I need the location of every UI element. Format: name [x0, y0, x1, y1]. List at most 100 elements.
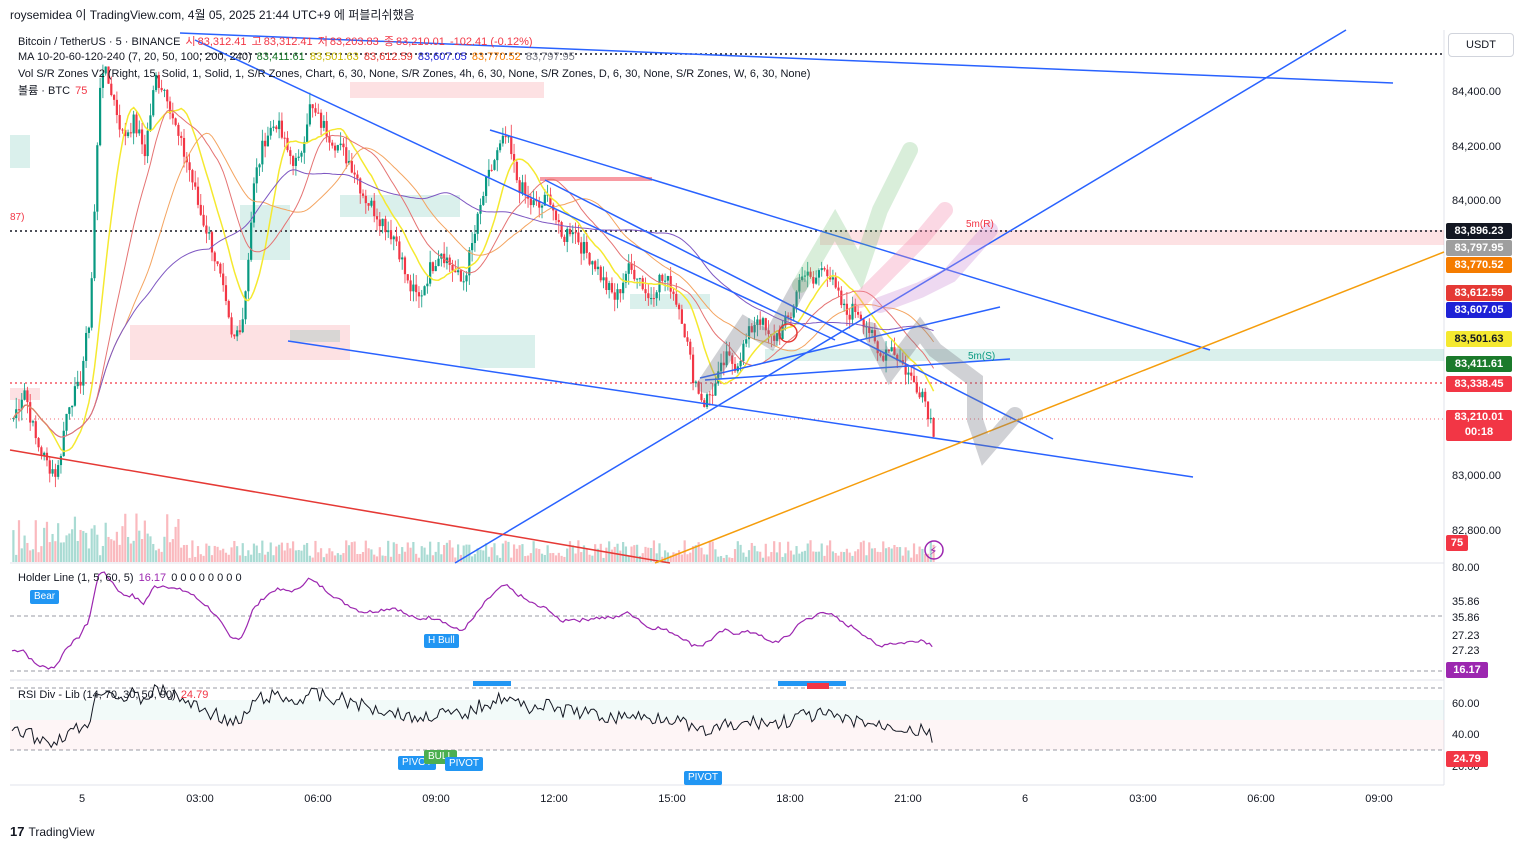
- price-tag-ma4: 83,607.05: [1446, 302, 1512, 318]
- candle: [331, 142, 334, 146]
- vol-sr-legend[interactable]: Vol S/R Zones V2 (Right, 15, Solid, 1, S…: [18, 68, 811, 80]
- lightning-icon[interactable]: [924, 540, 944, 560]
- time-tick[interactable]: 03:00: [186, 793, 214, 805]
- volume-bar: [784, 553, 787, 562]
- candle: [521, 182, 524, 193]
- symbol-legend[interactable]: Bitcoin / TetherUS · 5 · BINANCE 시 83,312…: [18, 35, 535, 49]
- volume-bar: [381, 555, 384, 562]
- candle: [255, 167, 258, 184]
- holder-last-tag: 16.17: [1446, 662, 1488, 678]
- candle: [177, 124, 180, 136]
- volume-bar: [619, 550, 622, 562]
- time-tick[interactable]: 09:00: [1365, 793, 1393, 805]
- candle: [412, 284, 415, 292]
- volume-bar: [286, 542, 289, 562]
- time-tick[interactable]: 15:00: [658, 793, 686, 805]
- volume-bar: [627, 556, 630, 562]
- candle: [759, 319, 762, 325]
- candle: [171, 113, 174, 119]
- volume-bar: [868, 542, 871, 562]
- candle: [149, 115, 152, 131]
- volume-bar: [510, 557, 513, 562]
- candle: [289, 150, 292, 157]
- currency-selector[interactable]: USDT: [1448, 33, 1514, 57]
- volume-bar: [652, 540, 656, 562]
- volume-label[interactable]: 볼륨 · BTC: [18, 85, 71, 97]
- candle: [518, 180, 521, 193]
- price-tick[interactable]: 84,200.00: [1452, 141, 1501, 153]
- volume-bar: [918, 546, 921, 562]
- candle: [272, 126, 275, 128]
- time-tick[interactable]: 6: [1021, 793, 1029, 805]
- volume-bar: [484, 543, 488, 562]
- volume-bar: [15, 554, 18, 562]
- volume-bar: [43, 527, 46, 562]
- volume-bar: [283, 550, 286, 562]
- time-tick[interactable]: 06:00: [304, 793, 332, 805]
- volume-bar: [258, 553, 261, 562]
- volume-bar: [496, 555, 499, 562]
- rsi-legend[interactable]: RSI Div - Lib (14, 70, 30, 50, 90) 24.79: [18, 688, 210, 702]
- volume-bar: [429, 541, 432, 562]
- volume-bar: [829, 540, 832, 562]
- volume-bar: [403, 551, 407, 562]
- candle: [663, 280, 667, 282]
- holder-legend[interactable]: Holder Line (1, 5, 60, 5) 16.17 0 0 0 0 …: [18, 571, 244, 585]
- candle: [700, 393, 703, 401]
- rsi-tick: 60.00: [1452, 698, 1480, 710]
- volume-bars: [12, 513, 935, 562]
- volume-bar: [138, 530, 141, 562]
- volume-bar: [602, 557, 605, 562]
- candle: [921, 391, 924, 398]
- symbol-title[interactable]: Bitcoin / TetherUS · 5 · BINANCE: [18, 36, 181, 48]
- pivot-label-3: PIVOT: [684, 771, 723, 785]
- volume-bar: [420, 546, 423, 562]
- volume-bar: [932, 544, 935, 562]
- volume-bar: [725, 554, 728, 562]
- trend-lines[interactable]: [9, 29, 1445, 564]
- rsi-title[interactable]: RSI Div - Lib (14, 70, 30, 50, 90): [18, 689, 176, 701]
- volume-bar: [759, 551, 762, 562]
- candle: [557, 220, 560, 223]
- volume-bar: [792, 554, 795, 562]
- volume-bar: [711, 541, 714, 562]
- price-tick[interactable]: 84,000.00: [1452, 195, 1501, 207]
- candle: [694, 381, 697, 384]
- candle: [104, 66, 107, 74]
- candle: [99, 87, 102, 146]
- volume-bar: [216, 546, 219, 562]
- candle: [328, 136, 331, 143]
- price-tick[interactable]: 84,400.00: [1452, 86, 1501, 98]
- ma-title[interactable]: MA 10-20-60-120-240 (7, 20, 50, 100, 200…: [18, 51, 252, 63]
- tradingview-logo-icon: 17: [10, 824, 25, 839]
- time-tick[interactable]: 18:00: [776, 793, 804, 805]
- holder-title[interactable]: Holder Line (1, 5, 60, 5): [18, 572, 134, 584]
- candle: [806, 271, 809, 276]
- time-tick[interactable]: 12:00: [540, 793, 568, 805]
- time-tick[interactable]: 06:00: [1247, 793, 1275, 805]
- time-tick[interactable]: 5: [78, 793, 86, 805]
- volume-bar: [854, 551, 857, 562]
- footer-brand[interactable]: 17 TradingView: [10, 824, 95, 839]
- volume-bar: [48, 542, 51, 562]
- candle: [168, 101, 172, 114]
- candle: [364, 195, 367, 204]
- candle: [107, 66, 110, 84]
- time-tick[interactable]: 03:00: [1129, 793, 1157, 805]
- volume-bar: [342, 553, 345, 562]
- time-tick[interactable]: 09:00: [422, 793, 450, 805]
- volume-bar: [733, 549, 737, 562]
- price-tick[interactable]: 82,800.00: [1452, 525, 1501, 537]
- candle: [731, 355, 734, 364]
- price-tick[interactable]: 83,000.00: [1452, 470, 1501, 482]
- volume-bar: [504, 540, 507, 562]
- ma-legend[interactable]: MA 10-20-60-120-240 (7, 20, 50, 100, 200…: [18, 50, 577, 64]
- candle: [803, 275, 807, 277]
- volume-bar: [280, 542, 284, 562]
- time-tick[interactable]: 21:00: [894, 793, 922, 805]
- volume-legend[interactable]: 볼륨 · BTC 75: [18, 84, 89, 98]
- volume-bar: [202, 555, 205, 562]
- candle: [890, 347, 893, 352]
- candle: [57, 465, 60, 477]
